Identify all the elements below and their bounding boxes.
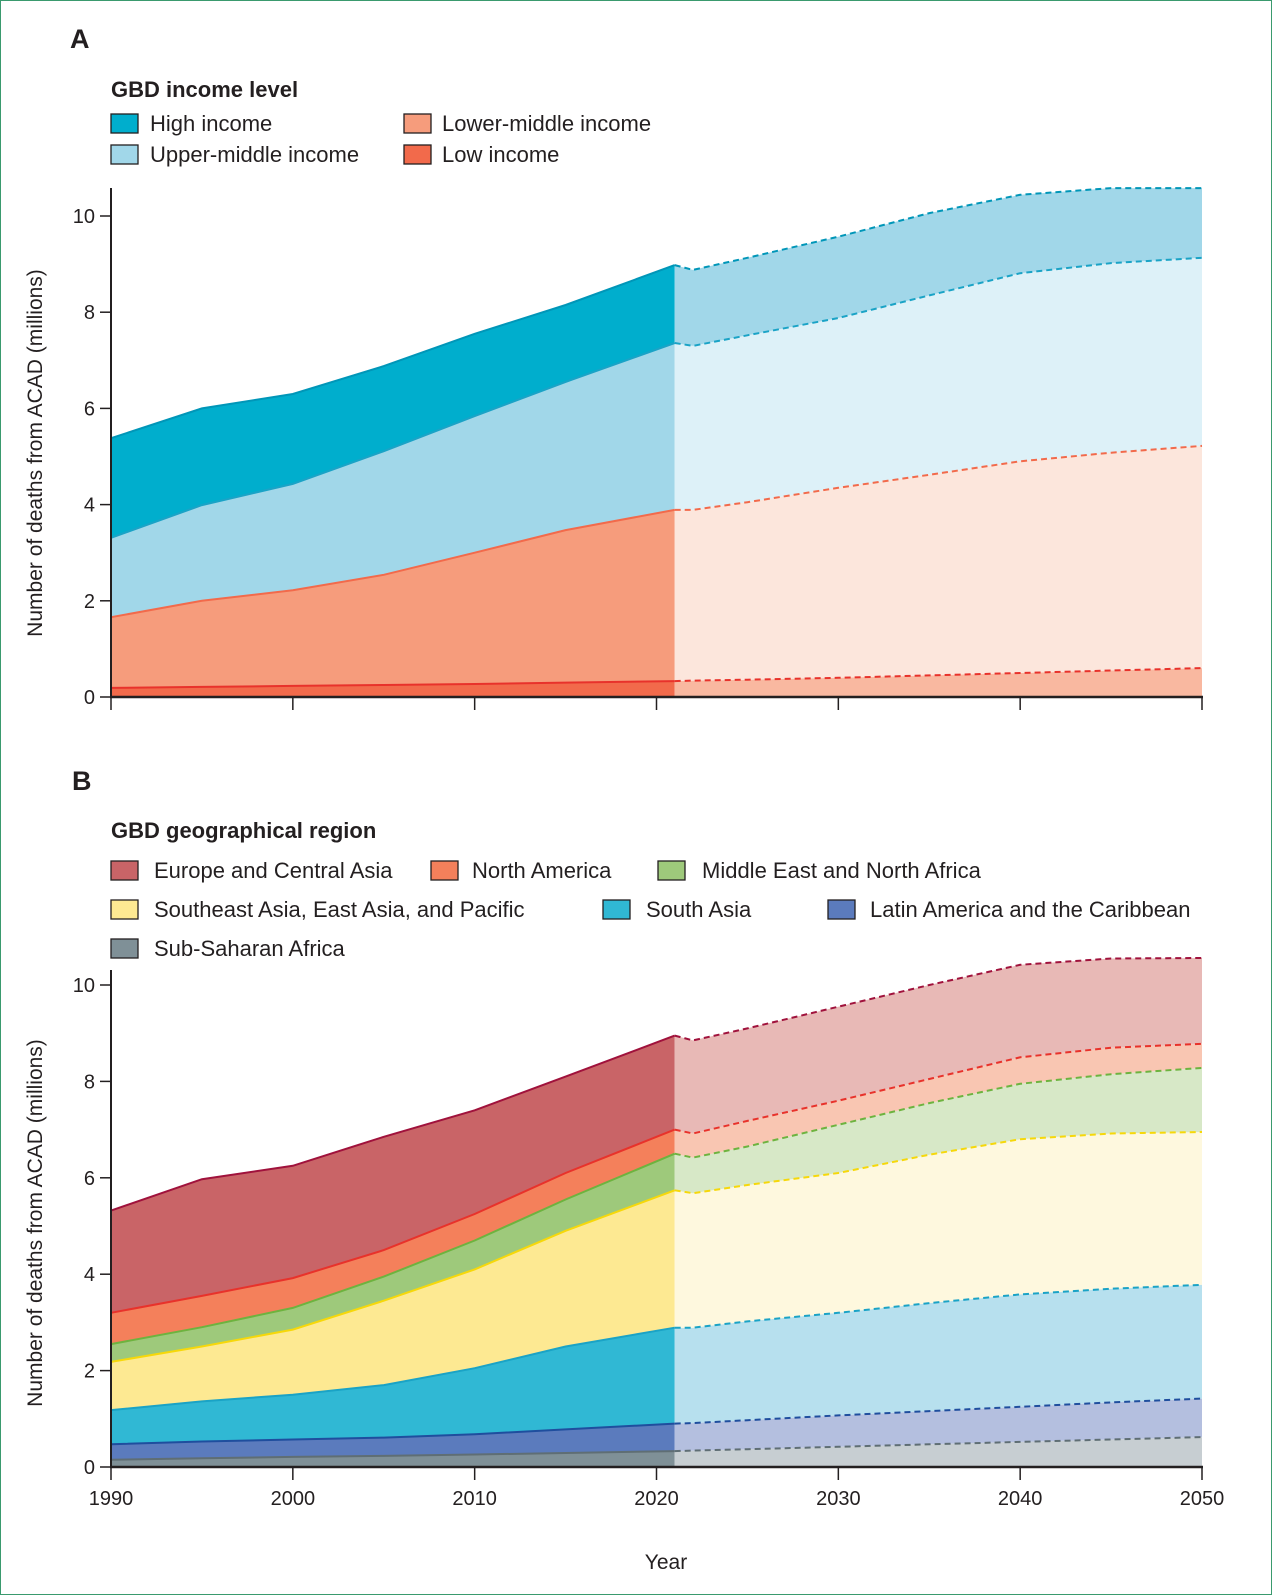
area-north-america-observed [111,1129,675,1345]
panel-b-y-axis-label: Number of deaths from ACAD (millions) [24,1039,47,1407]
legend-swatch-middle-east-north-africa [657,860,686,881]
legend-swatch-south-asia [602,899,631,920]
line-high-income-observed [110,264,676,440]
area-low-income-forecast [674,668,1202,697]
area-high-income-observed [111,265,675,538]
panel-b-letter: B [72,766,92,796]
area-sub-saharan-africa-forecast [674,1437,1202,1467]
area-south-asia-forecast [674,1284,1202,1424]
y-tick-label: 8 [84,1071,95,1093]
legend-swatch-sub-saharan-africa [110,938,139,959]
line-europe-and-central-asia-observed [110,1034,676,1212]
line-southeast-asia-east-asia-and-pacific-forecast [674,1131,1203,1195]
y-tick-label: 6 [84,398,95,420]
y-tick-label: 4 [84,1264,95,1286]
line-upper-middle-income-observed [110,342,676,539]
legend-label-europe-central-asia: Europe and Central Asia [154,858,393,883]
legend-label-upper-middle-income: Upper-middle income [150,142,359,167]
panel-a-plot: 0 2 4 6 8 10 [73,187,1203,710]
line-latin-america-and-the-caribbean-observed [110,1422,675,1446]
line-lower-middle-income-forecast [674,444,1203,511]
line-low-income-forecast [674,667,1203,683]
x-tick-label: 2050 [1180,1488,1225,1510]
line-low-income-observed [110,680,675,689]
area-middle-east-and-north-africa-observed [111,1153,675,1362]
legend-label-high-income: High income [150,111,272,136]
legend-label-south-asia: South Asia [646,897,752,922]
area-latin-america-and-the-caribbean-forecast [674,1398,1202,1452]
line-south-asia-forecast [674,1283,1203,1329]
area-middle-east-and-north-africa-forecast [674,1067,1202,1194]
panel-a-legend-title: GBD income level [111,77,298,102]
line-sub-saharan-africa-forecast [674,1436,1203,1453]
area-latin-america-and-the-caribbean-observed [111,1423,675,1460]
panel-a-legend: High income Lower-middle income Upper-mi… [110,111,651,167]
panel-b-legend-title: GBD geographical region [111,818,376,843]
x-tick-label: 2000 [271,1488,316,1510]
x-tick-label: 2020 [634,1488,679,1510]
panel-b-legend: Europe and Central Asia North America Mi… [110,858,1190,961]
legend-label-middle-east-north-africa: Middle East and North Africa [702,858,982,883]
legend-swatch-upper-middle-income [110,144,139,165]
line-north-america-forecast [674,1042,1203,1135]
line-europe-and-central-asia-forecast [674,957,1203,1042]
legend-swatch-southeast-asia [110,899,139,920]
x-tick-label: 1990 [89,1488,134,1510]
panel-a-letter: A [70,24,90,54]
legend-swatch-latin-america [827,899,856,920]
y-tick-label: 4 [84,495,95,517]
legend-swatch-low-income [403,144,432,165]
area-south-asia-observed [111,1327,675,1445]
legend-label-southeast-asia: Southeast Asia, East Asia, and Pacific [154,897,525,922]
line-high-income-forecast [674,187,1202,271]
legend-label-latin-america: Latin America and the Caribbean [870,897,1190,922]
area-low-income-observed [111,681,675,697]
legend-swatch-high-income [110,113,139,134]
y-tick-label: 8 [84,302,95,324]
area-southeast-asia-east-asia-and-pacific-forecast [674,1132,1202,1328]
area-europe-and-central-asia-observed [111,1035,675,1313]
x-tick-label: 2010 [452,1488,497,1510]
legend-label-low-income: Low income [442,142,559,167]
y-tick-label: 0 [84,687,95,709]
area-upper-middle-income-observed [111,343,675,618]
y-tick-label: 2 [84,591,95,613]
y-tick-label: 0 [84,1457,95,1479]
area-lower-middle-income-forecast [674,445,1202,682]
line-southeast-asia-east-asia-and-pacific-observed [110,1189,676,1363]
line-lower-middle-income-observed [110,508,675,619]
line-sub-saharan-africa-observed [110,1450,675,1461]
legend-label-sub-saharan-africa: Sub-Saharan Africa [154,936,346,961]
legend-label-north-america: North America [472,858,612,883]
line-middle-east-and-north-africa-forecast [674,1066,1203,1159]
x-tick-label: 2040 [998,1488,1043,1510]
area-upper-middle-income-forecast [674,257,1202,510]
panel-b-plot: 0 2 4 6 8 10 1990 2000 2010 2020 2030 2040 2050 [73,957,1225,1510]
y-tick-label: 2 [84,1361,95,1383]
y-tick-label: 10 [73,975,95,997]
line-south-asia-observed [110,1326,675,1412]
y-tick-label: 10 [73,206,95,228]
y-tick-label: 6 [84,1168,95,1190]
area-sub-saharan-africa-observed [111,1451,675,1467]
legend-swatch-lower-middle-income [403,113,432,134]
line-middle-east-and-north-africa-observed [110,1152,676,1346]
panel-a-y-axis-label: Number of deaths from ACAD (millions) [24,269,47,637]
line-latin-america-and-the-caribbean-forecast [674,1397,1203,1425]
legend-swatch-europe-central-asia [110,860,139,881]
line-upper-middle-income-forecast [674,256,1203,347]
area-lower-middle-income-observed [111,509,675,688]
x-tick-label: 2030 [816,1488,861,1510]
legend-label-lower-middle-income: Lower-middle income [442,111,651,136]
legend-swatch-north-america [430,860,459,881]
panel-b-x-axis-label: Year [645,1551,687,1574]
area-high-income-forecast [674,188,1202,346]
line-north-america-observed [110,1128,676,1314]
area-europe-and-central-asia-forecast [674,958,1202,1134]
